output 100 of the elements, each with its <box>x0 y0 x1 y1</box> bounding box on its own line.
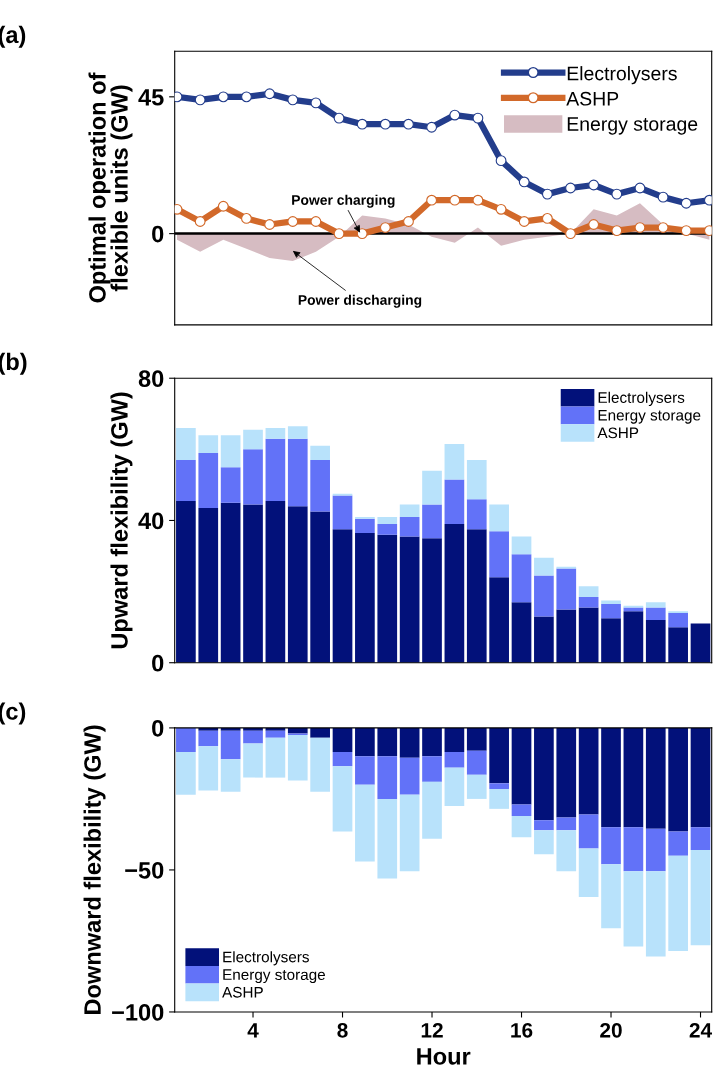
point <box>634 222 646 233</box>
point <box>449 194 461 206</box>
point <box>379 118 391 130</box>
bar <box>176 727 196 753</box>
bar <box>220 467 241 503</box>
point <box>403 118 414 130</box>
point <box>588 219 600 230</box>
bar <box>578 586 599 597</box>
bar <box>377 727 398 757</box>
bar <box>198 746 219 791</box>
y-tick-label: 0 <box>152 654 164 672</box>
bar <box>668 627 688 663</box>
bar <box>534 575 554 617</box>
bar <box>220 435 241 468</box>
bar <box>265 500 286 663</box>
bar <box>332 752 353 767</box>
bar <box>601 604 621 619</box>
bar <box>578 727 599 815</box>
bar <box>511 536 532 555</box>
bar <box>198 452 219 509</box>
bar <box>668 612 688 628</box>
bar <box>243 449 263 505</box>
bar <box>243 429 263 450</box>
point <box>634 182 646 194</box>
legend-label: Energy storage <box>223 969 325 984</box>
bar <box>422 470 442 505</box>
bar <box>466 750 487 775</box>
point <box>217 200 229 212</box>
point <box>333 228 345 240</box>
bar <box>668 727 688 832</box>
bar <box>399 757 420 795</box>
bar <box>243 504 263 663</box>
bar <box>444 767 465 807</box>
bar <box>556 817 577 831</box>
bar <box>310 511 330 663</box>
point <box>541 188 553 200</box>
point <box>241 91 252 103</box>
bar <box>690 850 711 946</box>
bar <box>444 752 465 768</box>
bar <box>198 508 219 663</box>
bar <box>399 504 420 517</box>
point <box>264 219 276 230</box>
bar <box>265 438 286 501</box>
point <box>287 216 299 227</box>
bar <box>198 435 219 453</box>
legend-label: Electrolysers <box>223 951 309 966</box>
x-tick-label: 20 <box>600 1022 622 1038</box>
bar <box>220 502 241 663</box>
y-axis-title: Upward flexibility (GW) <box>110 392 133 649</box>
point <box>217 91 229 103</box>
point <box>194 94 206 106</box>
bar <box>355 756 375 785</box>
point <box>356 118 368 130</box>
annotation: Power charging <box>292 194 395 208</box>
bar <box>534 820 554 831</box>
bar <box>534 727 554 821</box>
bar <box>377 798 398 879</box>
bar <box>176 500 196 663</box>
bar <box>265 428 286 439</box>
point <box>194 216 206 227</box>
bar <box>444 727 465 753</box>
bar <box>377 534 398 663</box>
legend-label: Energy storage <box>598 409 701 424</box>
bar <box>332 766 353 832</box>
bar <box>355 532 375 663</box>
y-tick-label: 40 <box>138 512 164 530</box>
bar <box>287 426 308 439</box>
bar <box>690 623 711 663</box>
point <box>241 213 252 224</box>
bar <box>198 730 219 747</box>
bar <box>176 752 196 795</box>
legend-label: ASHP <box>566 91 619 106</box>
point <box>379 222 391 233</box>
bar <box>511 602 532 663</box>
bar <box>489 788 509 809</box>
point <box>565 182 576 194</box>
point <box>611 188 623 200</box>
bar <box>422 504 442 539</box>
bar <box>377 516 398 525</box>
bar <box>399 794 420 872</box>
bar <box>287 438 308 507</box>
bar <box>578 814 599 849</box>
bar <box>578 848 599 897</box>
y-tick-label: 0 <box>152 719 164 737</box>
point <box>310 97 322 109</box>
legend-label: Energy storage <box>567 117 698 135</box>
bar <box>399 536 420 663</box>
bar <box>377 756 398 799</box>
bar <box>489 727 509 784</box>
point <box>426 194 438 206</box>
x-tick-label: 24 <box>689 1022 712 1038</box>
bar <box>690 827 711 851</box>
x-tick-label: 16 <box>511 1022 533 1038</box>
bar <box>355 518 375 533</box>
bar <box>668 855 688 951</box>
point <box>426 121 438 133</box>
x-axis-title: Hour <box>417 1048 471 1065</box>
point <box>472 194 484 206</box>
bar <box>623 611 644 663</box>
bar <box>265 737 286 778</box>
